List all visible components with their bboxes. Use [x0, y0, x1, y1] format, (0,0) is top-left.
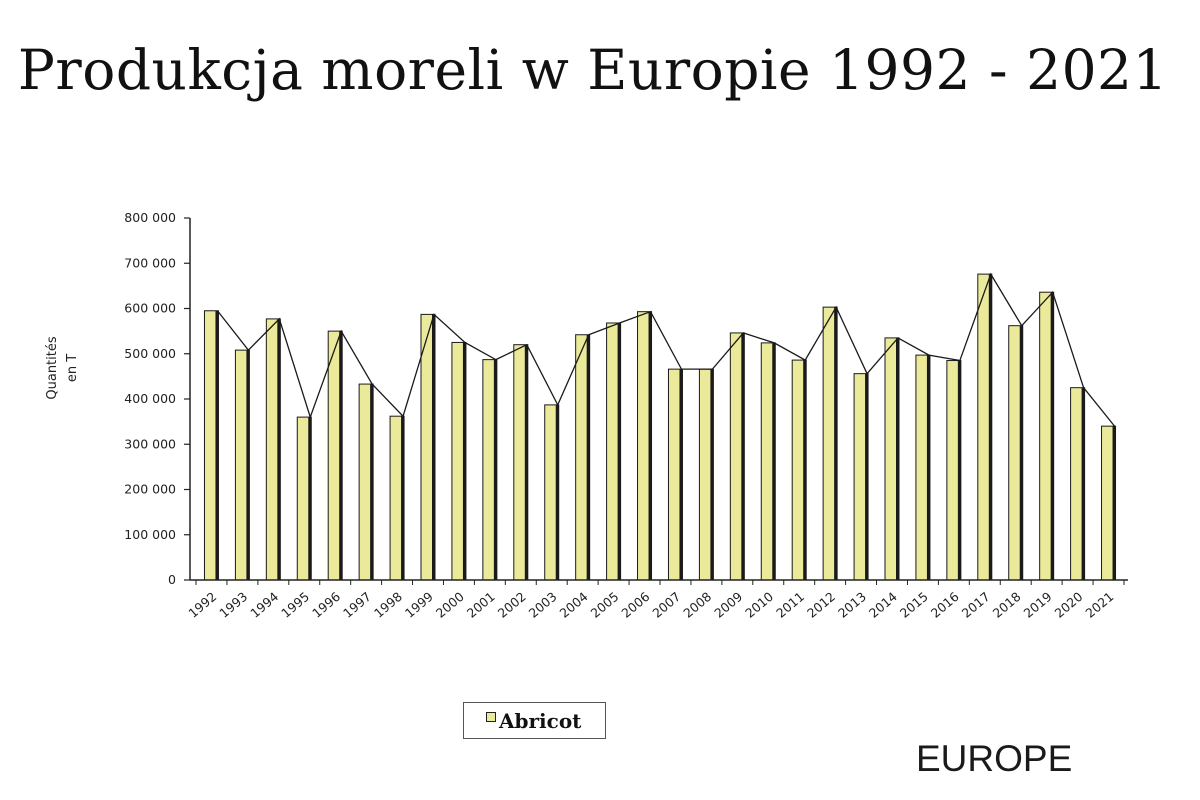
- bar-shadow-2005: [617, 322, 621, 580]
- x-tick-label-2010: 2010: [742, 589, 776, 621]
- bar-shadow-2002: [524, 344, 528, 580]
- y-tick-label: 300 000: [124, 436, 176, 451]
- y-tick-label: 500 000: [124, 346, 176, 361]
- bar-shadow-2001: [493, 359, 497, 580]
- x-tick-label-2007: 2007: [649, 589, 683, 621]
- bar-shadow-2014: [896, 337, 899, 580]
- y-tick-label: 400 000: [124, 391, 176, 406]
- x-tick-label-1999: 1999: [402, 589, 436, 621]
- x-tick-label-2011: 2011: [773, 589, 807, 621]
- bar-shadow-2020: [1081, 387, 1085, 580]
- x-tick-label-2008: 2008: [680, 589, 714, 621]
- y-axis-title-line-2: en T: [65, 354, 80, 382]
- x-tick-label-2015: 2015: [897, 589, 931, 621]
- bar-shadow-2019: [1050, 292, 1054, 580]
- bar-shadow-2021: [1112, 426, 1116, 580]
- x-tick-label-1996: 1996: [309, 589, 343, 621]
- series-line-group: [216, 272, 1116, 427]
- bar-shadow-1993: [246, 350, 250, 580]
- bar-shadow-1995: [308, 417, 312, 580]
- x-tick-label-1993: 1993: [216, 589, 250, 621]
- x-tick-label-2000: 2000: [433, 589, 467, 621]
- region-label: EUROPE: [916, 738, 1073, 779]
- x-tick-label-2001: 2001: [464, 589, 498, 621]
- bar-shadow-1997: [370, 384, 374, 580]
- x-tick-label-1997: 1997: [340, 589, 374, 621]
- bar-shadow-2017: [988, 274, 992, 580]
- bar-shadow-1996: [339, 331, 343, 580]
- chart-title: Produkcja moreli w Europie 1992 - 2021: [17, 38, 1169, 102]
- x-axis: 1992199319941995199619971998199920002001…: [185, 579, 1128, 621]
- x-tick-label-2017: 2017: [959, 589, 993, 621]
- x-tick-label-2018: 2018: [990, 589, 1024, 621]
- x-tick-label-1995: 1995: [278, 589, 312, 621]
- x-tick-label-2020: 2020: [1052, 589, 1086, 621]
- x-tick-label-2014: 2014: [866, 589, 900, 621]
- bar-shadow-2008: [710, 369, 714, 580]
- bar-shadow-2012: [834, 307, 838, 580]
- x-tick-label-2019: 2019: [1021, 589, 1055, 621]
- x-tick-label-2004: 2004: [557, 589, 591, 621]
- bar-shadow-2016: [957, 360, 961, 580]
- y-tick-label: 800 000: [124, 210, 176, 225]
- y-tick-label: 200 000: [124, 482, 176, 497]
- x-tick-label-2012: 2012: [804, 589, 838, 621]
- bar-shadow-1992: [215, 310, 219, 580]
- bar-shadow-2015: [926, 355, 930, 580]
- x-tick-label-2009: 2009: [711, 589, 745, 621]
- y-tick-label: 0: [168, 572, 176, 587]
- bar-shadow-2004: [586, 334, 590, 580]
- x-tick-label-2021: 2021: [1082, 589, 1116, 621]
- bar-shadow-2000: [462, 342, 466, 580]
- bar-shadow-1994: [277, 318, 281, 580]
- y-axis: 0 100 000 200 000 300 000 400 000 500 000 600 …: [124, 210, 191, 587]
- x-tick-label-1998: 1998: [371, 589, 405, 621]
- bar-shadow-2011: [803, 360, 807, 580]
- bar-shadow-2006: [648, 311, 652, 580]
- bar-shadow-2013: [865, 373, 869, 580]
- bar-shadow-2010: [772, 342, 776, 580]
- bar-shadow-2009: [741, 332, 745, 580]
- bar-shadow-1999: [432, 314, 435, 580]
- bars-group: [203, 273, 1117, 581]
- x-tick-label-2006: 2006: [618, 589, 652, 621]
- x-tick-label-2005: 2005: [588, 589, 622, 621]
- legend-swatch: [486, 711, 496, 722]
- series-line-abricot: [216, 272, 1116, 427]
- x-tick-label-2016: 2016: [928, 589, 962, 621]
- x-tick-label-1992: 1992: [185, 589, 219, 621]
- bar-shadow-2003: [555, 404, 559, 580]
- y-tick-label: 600 000: [124, 301, 176, 316]
- legend: Abricot: [463, 702, 606, 739]
- bar-shadow-2018: [1019, 325, 1023, 580]
- bar-shadow-2007: [679, 369, 683, 580]
- legend-label: Abricot: [499, 708, 582, 733]
- y-tick-label: 100 000: [124, 527, 176, 542]
- y-axis-title: Quantités en T: [45, 336, 80, 399]
- x-tick-label-1994: 1994: [247, 589, 281, 621]
- bar-shadow-1998: [401, 416, 405, 580]
- x-tick-label-2002: 2002: [495, 589, 529, 621]
- y-tick-label: 700 000: [124, 255, 176, 270]
- x-tick-label-2003: 2003: [526, 589, 560, 621]
- x-tick-label-2013: 2013: [835, 589, 869, 621]
- y-axis-title-line-1: Quantités: [45, 336, 60, 399]
